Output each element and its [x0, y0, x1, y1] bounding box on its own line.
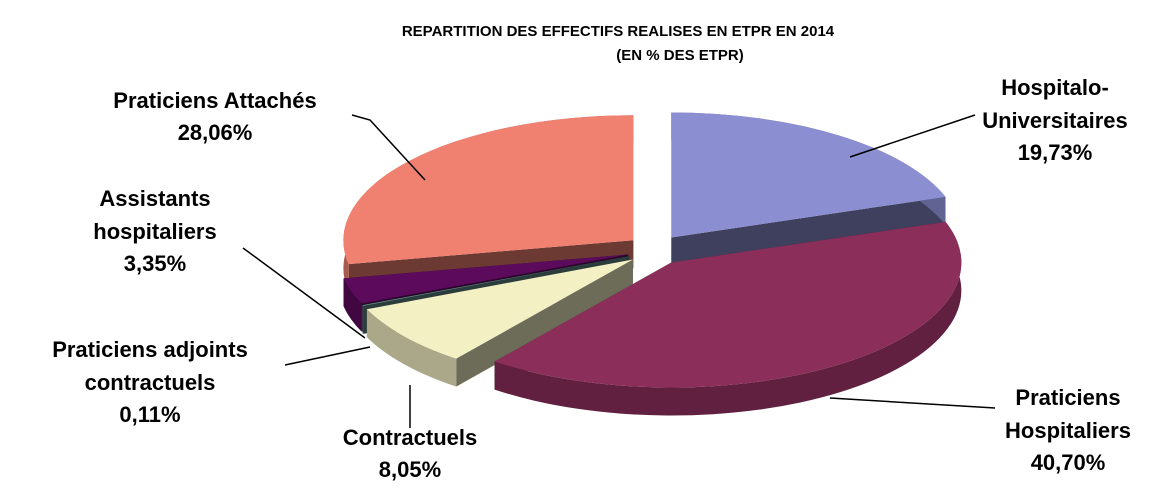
- pie-tops: [343, 112, 962, 388]
- slice-face: [671, 196, 946, 266]
- slice-label: Hospitalo-Universitaires: [982, 75, 1128, 133]
- leader-line: [242, 247, 366, 339]
- slice: [671, 112, 946, 238]
- slice-rim: [494, 221, 962, 416]
- value-label: 40,70%: [1031, 450, 1106, 475]
- slice-label: Contractuels: [343, 425, 477, 450]
- chart-subtitle: (EN % DES ETPR): [616, 47, 744, 64]
- leader-line: [849, 114, 976, 158]
- value-label: 8,05%: [379, 457, 441, 482]
- slice-label: Praticiens Hospitaliers: [1005, 385, 1131, 443]
- slice: [343, 254, 629, 304]
- value-label: 3,35%: [124, 251, 186, 276]
- value-label: 19,73%: [1018, 140, 1093, 165]
- slice: [494, 221, 962, 388]
- chart-title: REPARTITION DES EFFECTIFS REALISES EN ET…: [402, 23, 835, 40]
- slice-rim: [362, 305, 364, 334]
- slice-label: Assistants hospitaliers: [93, 186, 216, 244]
- slice-label: Praticiens Attachés: [113, 88, 316, 113]
- leader-line: [351, 114, 426, 181]
- value-label: 28,06%: [178, 120, 253, 145]
- slice: [366, 259, 633, 359]
- slice-label: Praticiens adjoints contractuels: [52, 337, 248, 395]
- slice: [362, 256, 630, 306]
- leader-line: [829, 397, 996, 409]
- slice: [343, 115, 634, 265]
- leader-line: [284, 346, 371, 366]
- value-label: 0,11%: [119, 402, 180, 427]
- slice-rim: [366, 309, 457, 387]
- slice-rim: [343, 278, 362, 332]
